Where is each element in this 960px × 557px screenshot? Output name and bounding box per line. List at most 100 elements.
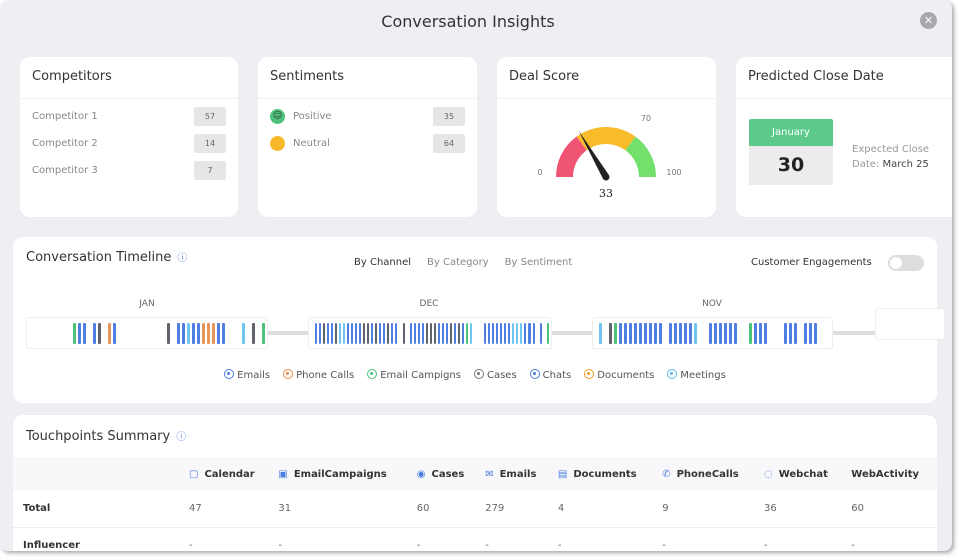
legend-item[interactable]: Meetings [667,369,726,381]
touchpoint-bar[interactable] [679,322,682,344]
touchpoint-bar[interactable] [327,322,330,344]
touchpoint-bar[interactable] [339,322,342,344]
touchpoint-bar[interactable] [371,322,374,344]
touchpoint-bar[interactable] [212,322,216,344]
touchpoint-bar[interactable] [754,322,757,344]
touchpoint-bar[interactable] [92,322,96,344]
info-icon[interactable]: ⓘ [177,253,188,264]
touchpoint-bar[interactable] [347,322,350,344]
touchpoint-bar[interactable] [794,322,797,344]
touchpoint-bar[interactable] [202,322,206,344]
touchpoint-bar[interactable] [724,322,727,344]
touchpoint-bar[interactable] [446,322,449,344]
timeline-segment-dec[interactable] [308,317,552,349]
touchpoint-bar[interactable] [387,322,390,344]
touchpoint-bar[interactable] [192,322,196,344]
touchpoint-bar[interactable] [500,322,503,344]
touchpoint-bar[interactable] [492,322,495,344]
touchpoint-bar[interactable] [383,322,386,344]
touchpoint-bar[interactable] [442,322,445,344]
touchpoint-bar[interactable] [484,322,487,344]
touchpoint-bar[interactable] [689,322,692,344]
legend-item[interactable]: Emails [224,369,270,381]
customer-engagements-toggle[interactable] [888,255,924,271]
touchpoint-bar[interactable] [516,322,519,344]
touchpoint-bar[interactable] [532,322,535,344]
legend-item[interactable]: Chats [529,369,571,381]
touchpoint-bar[interactable] [167,322,171,344]
touchpoint-bar[interactable] [187,322,191,344]
touchpoint-bar[interactable] [629,322,632,344]
touchpoint-bar[interactable] [402,322,405,344]
touchpoint-bar[interactable] [375,322,378,344]
touchpoint-bar[interactable] [367,322,370,344]
touchpoint-bar[interactable] [454,322,457,344]
touchpoint-bar[interactable] [649,322,652,344]
touchpoint-bar[interactable] [331,322,334,344]
touchpoint-bar[interactable] [508,322,511,344]
touchpoint-bar[interactable] [512,322,515,344]
touchpoint-bar[interactable] [634,322,637,344]
touchpoint-bar[interactable] [426,322,429,344]
touchpoint-bar[interactable] [784,322,787,344]
touchpoint-bar[interactable] [391,322,394,344]
legend-item[interactable]: Email Campigns [367,369,461,381]
touchpoint-bar[interactable] [504,322,507,344]
touchpoint-bar[interactable] [359,322,362,344]
touchpoint-bar[interactable] [77,322,81,344]
touchpoint-bar[interactable] [709,322,712,344]
touchpoint-bar[interactable] [719,322,722,344]
touchpoint-bar[interactable] [470,322,473,344]
touchpoint-bar[interactable] [450,322,453,344]
touchpoint-bar[interactable] [496,322,499,344]
touchpoint-bar[interactable] [410,322,413,344]
touchpoint-bar[interactable] [97,322,101,344]
touchpoint-bar[interactable] [438,322,441,344]
touchpoint-bar[interactable] [624,322,627,344]
touchpoint-bar[interactable] [241,322,245,344]
touchpoint-bar[interactable] [197,322,201,344]
touchpoint-bar[interactable] [599,322,602,344]
touchpoint-bar[interactable] [323,322,326,344]
touchpoint-bar[interactable] [458,322,461,344]
touchpoint-bar[interactable] [379,322,382,344]
legend-item[interactable]: Cases [473,369,517,381]
touchpoint-bar[interactable] [809,322,812,344]
timeline-segment-jan[interactable] [26,317,268,349]
touchpoint-bar[interactable] [107,322,111,344]
tab-by-channel[interactable]: By Channel [354,257,412,268]
touchpoint-bar[interactable] [520,322,523,344]
touchpoint-bar[interactable] [488,322,491,344]
close-icon[interactable]: ✕ [920,12,937,29]
touchpoint-bar[interactable] [351,322,354,344]
touchpoint-bar[interactable] [749,322,752,344]
touchpoint-bar[interactable] [335,322,338,344]
touchpoint-bar[interactable] [659,322,662,344]
touchpoint-bar[interactable] [714,322,717,344]
touchpoint-bar[interactable] [207,322,211,344]
touchpoint-bar[interactable] [434,322,437,344]
touchpoint-bar[interactable] [528,322,531,344]
touchpoint-bar[interactable] [177,322,181,344]
touchpoint-bar[interactable] [112,322,116,344]
touchpoint-bar[interactable] [315,322,318,344]
touchpoint-bar[interactable] [729,322,732,344]
touchpoint-bar[interactable] [72,322,76,344]
touchpoint-bar[interactable] [789,322,792,344]
tab-by-sentiment[interactable]: By Sentiment [504,257,573,268]
touchpoint-bar[interactable] [182,322,186,344]
touchpoint-bar[interactable] [430,322,433,344]
touchpoint-bar[interactable] [539,322,542,344]
touchpoint-bar[interactable] [355,322,358,344]
touchpoint-bar[interactable] [759,322,762,344]
touchpoint-bar[interactable] [363,322,366,344]
touchpoint-bar[interactable] [547,322,550,344]
touchpoint-bar[interactable] [395,322,398,344]
touchpoint-bar[interactable] [814,322,817,344]
touchpoint-bar[interactable] [764,322,767,344]
touchpoint-bar[interactable] [466,322,469,344]
touchpoint-bar[interactable] [694,322,697,344]
touchpoint-bar[interactable] [614,322,617,344]
touchpoint-bar[interactable] [684,322,687,344]
touchpoint-bar[interactable] [804,322,807,344]
